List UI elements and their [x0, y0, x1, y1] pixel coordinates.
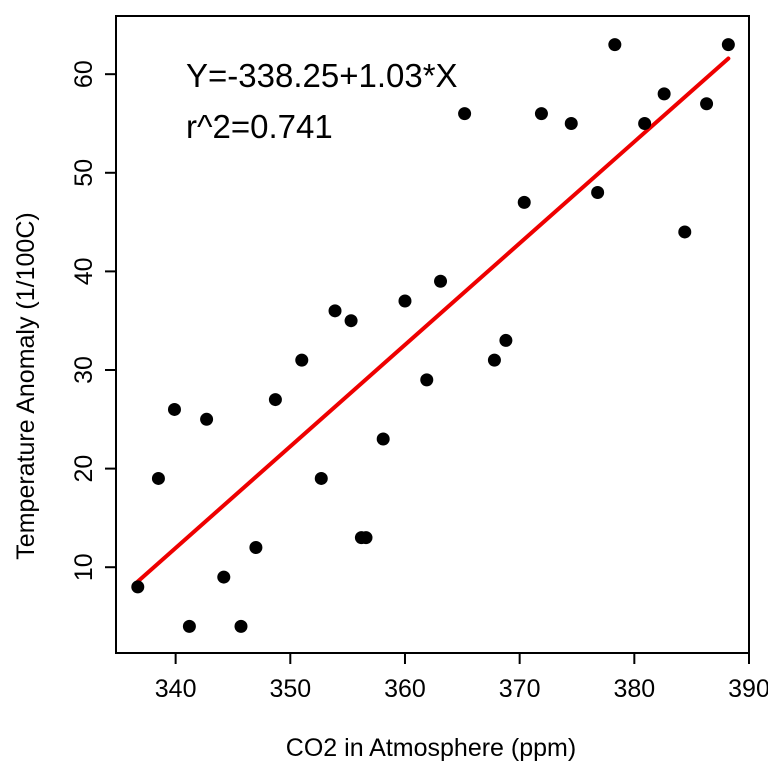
data-point — [499, 333, 513, 347]
y-tick-label: 10 — [70, 553, 98, 581]
x-tick-label: 360 — [384, 675, 426, 703]
data-point — [564, 116, 578, 130]
data-point — [721, 38, 735, 52]
data-point — [182, 619, 196, 633]
y-tick-label: 50 — [70, 159, 98, 187]
data-point — [249, 540, 263, 554]
data-point — [328, 304, 342, 318]
data-point — [268, 393, 282, 407]
x-tick-label: 390 — [728, 675, 768, 703]
plot-frame — [115, 15, 750, 654]
data-point — [359, 531, 373, 545]
data-point — [608, 38, 622, 52]
data-point — [234, 619, 248, 633]
y-tick-label: 60 — [70, 60, 98, 88]
data-point — [458, 107, 472, 121]
y-axis-title: Temperature Anomaly (1/100C) — [12, 212, 40, 559]
data-point — [131, 580, 145, 594]
x-tick-label: 380 — [613, 675, 655, 703]
data-point — [487, 353, 501, 367]
y-axis: 10 20 30 40 50 60 — [70, 60, 116, 581]
x-axis: 340 350 360 370 380 390 — [155, 653, 768, 703]
x-tick-label: 370 — [499, 675, 541, 703]
points-layer — [131, 38, 735, 633]
y-tick-label: 20 — [70, 455, 98, 483]
data-point — [151, 471, 165, 485]
data-point — [700, 97, 714, 111]
data-point — [314, 471, 328, 485]
y-tick-label: 40 — [70, 257, 98, 285]
data-point — [295, 353, 309, 367]
data-point — [434, 274, 448, 288]
equation-annotation: Y=-338.25+1.03*X — [186, 57, 458, 94]
regression-line — [135, 56, 731, 584]
data-point — [591, 186, 605, 200]
data-point — [534, 107, 548, 121]
regression-layer — [135, 56, 731, 584]
x-tick-label: 350 — [269, 675, 311, 703]
data-point — [398, 294, 412, 308]
r-squared-annotation: r^2=0.741 — [186, 108, 333, 145]
data-point — [678, 225, 692, 239]
data-point — [344, 314, 358, 328]
data-point — [638, 116, 652, 130]
data-point — [167, 402, 181, 416]
data-point — [517, 195, 531, 209]
x-tick-label: 340 — [155, 675, 197, 703]
data-point — [200, 412, 214, 426]
data-point — [420, 373, 434, 387]
x-axis-title: CO2 in Atmosphere (ppm) — [286, 734, 576, 762]
y-tick-label: 30 — [70, 356, 98, 384]
data-point — [657, 87, 671, 101]
data-point — [217, 570, 231, 584]
data-point — [376, 432, 390, 446]
